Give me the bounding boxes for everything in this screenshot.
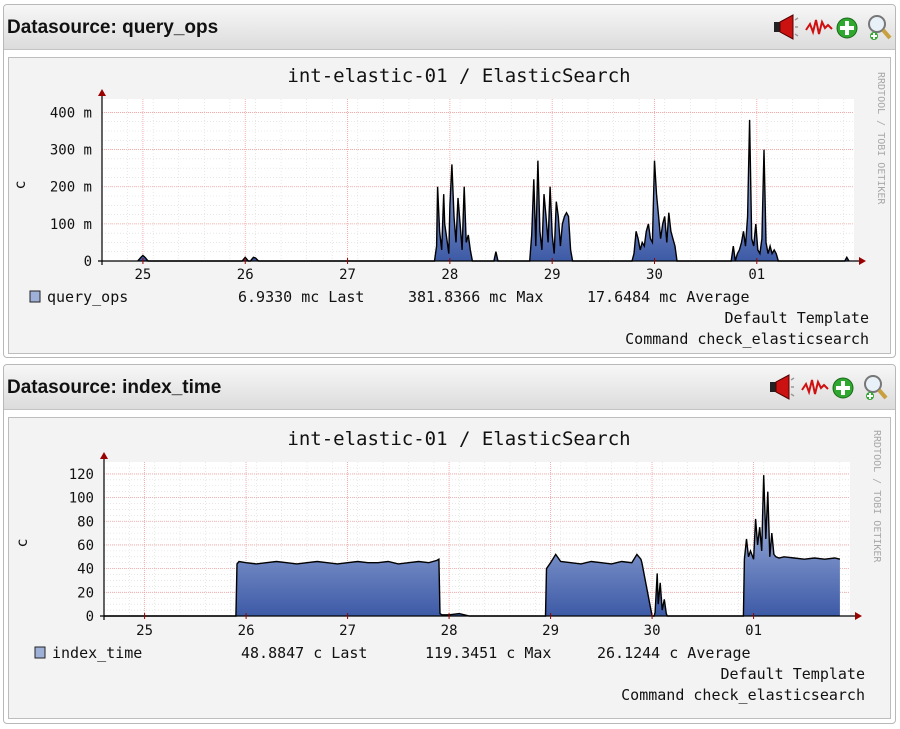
y-axis-arrow [98,89,106,96]
series-line [137,119,850,262]
y-tick-label: 100 [69,491,94,507]
graph-icon[interactable] [801,370,829,404]
y-tick-label: 120 [69,467,94,483]
rrdtool-watermark: RRDTOOL / TOBI OETIKER [871,430,882,563]
x-tick-label: 27 [339,623,356,639]
datasource-panel-query-ops: Datasource: query_ops [3,4,896,358]
panel-header: Datasource: query_ops [4,5,895,50]
legend-average: 17.6484 mc Average [587,288,750,306]
legend-swatch [34,646,46,659]
chart-title: int-elastic-01 / ElasticSearch [287,428,630,450]
y-tick-label: 40 [77,562,94,578]
panel-header: Datasource: index_time [4,365,895,410]
y-tick-label: 60 [77,538,94,554]
chart-grid [101,99,854,262]
chart-axes [100,452,862,620]
x-tick-label: 25 [134,267,151,283]
y-tick-label: 300 m [50,143,92,159]
y-tick-label: 80 [77,514,94,530]
graph-icon[interactable] [805,10,833,44]
y-tick-label: 20 [77,585,94,601]
series-area [104,475,841,617]
x-tick-label: 29 [542,623,559,639]
panel-title: Datasource: query_ops [7,17,219,38]
legend-max: 381.8366 mc Max [408,288,543,306]
chart-index-time: int-elastic-01 / ElasticSearch c RRDTOOL… [13,428,882,704]
y-tick-label: 100 m [50,217,92,233]
legend-series-name: query_ops [47,288,128,306]
y-tick-labels: 0 20 40 60 80 100 120 [69,467,94,625]
legend-last: 48.8847 c Last [241,644,367,662]
x-tick-label: 26 [237,267,254,283]
legend-command: Command check_elasticsearch [625,330,869,348]
y-tick-label: 200 m [50,180,92,196]
chart-grid [103,462,850,617]
megaphone-icon[interactable] [767,370,795,404]
y-axis-arrow [100,452,108,459]
rrdtool-watermark: RRDTOOL / TOBI OETIKER [875,72,886,205]
y-axis-label: c [13,538,31,547]
x-tick-label: 26 [238,623,255,639]
megaphone-icon[interactable] [771,10,799,44]
x-tick-label: 30 [644,623,661,639]
panel-title: Datasource: index_time [7,377,222,398]
x-tick-label: 01 [745,623,762,639]
x-tick-label: 01 [748,267,765,283]
x-tick-label: 27 [339,267,356,283]
x-tick-label: 28 [441,267,458,283]
series-area-fill [104,475,840,616]
datasource-panel-index-time: Datasource: index_time [3,364,896,724]
x-axis-arrow [855,612,862,620]
legend-max: 119.3451 c Max [425,644,551,662]
x-tick-labels: 25 26 27 28 29 30 01 [134,267,765,283]
y-tick-labels: 0 100 m 200 m 300 m 400 m [50,105,92,270]
chart-title: int-elastic-01 / ElasticSearch [287,65,630,87]
legend-template: Default Template [725,309,870,327]
x-tick-label: 30 [646,267,663,283]
zoom-icon[interactable] [865,10,893,44]
legend-swatch [29,290,41,303]
y-axis-label: c [11,180,29,189]
y-tick-label: 0 [86,609,94,625]
add-icon[interactable] [833,10,861,44]
chart-query-ops: int-elastic-01 / ElasticSearch c RRDTOOL… [11,65,886,348]
plot-background [102,99,854,261]
y-tick-label: 400 m [50,105,92,121]
legend-template: Default Template [721,665,866,683]
chart-axes [98,89,866,265]
series-area [137,119,850,262]
x-axis-arrow [859,257,866,265]
legend-command: Command check_elasticsearch [621,686,865,704]
series-line [104,475,841,617]
x-tick-label: 29 [544,267,561,283]
legend-last: 6.9330 mc Last [238,288,364,306]
legend-series-name: index_time [52,644,142,662]
x-tick-labels: 25 26 27 28 29 30 01 [136,623,762,639]
x-tick-label: 28 [441,623,458,639]
x-tick-label: 25 [136,623,153,639]
add-icon[interactable] [829,370,857,404]
graph-container: int-elastic-01 / ElasticSearch c RRDTOOL… [8,57,891,354]
y-tick-label: 0 [84,254,92,270]
zoom-icon[interactable] [861,370,889,404]
legend-average: 26.1244 c Average [597,644,751,662]
graph-container: int-elastic-01 / ElasticSearch c RRDTOOL… [8,417,891,719]
